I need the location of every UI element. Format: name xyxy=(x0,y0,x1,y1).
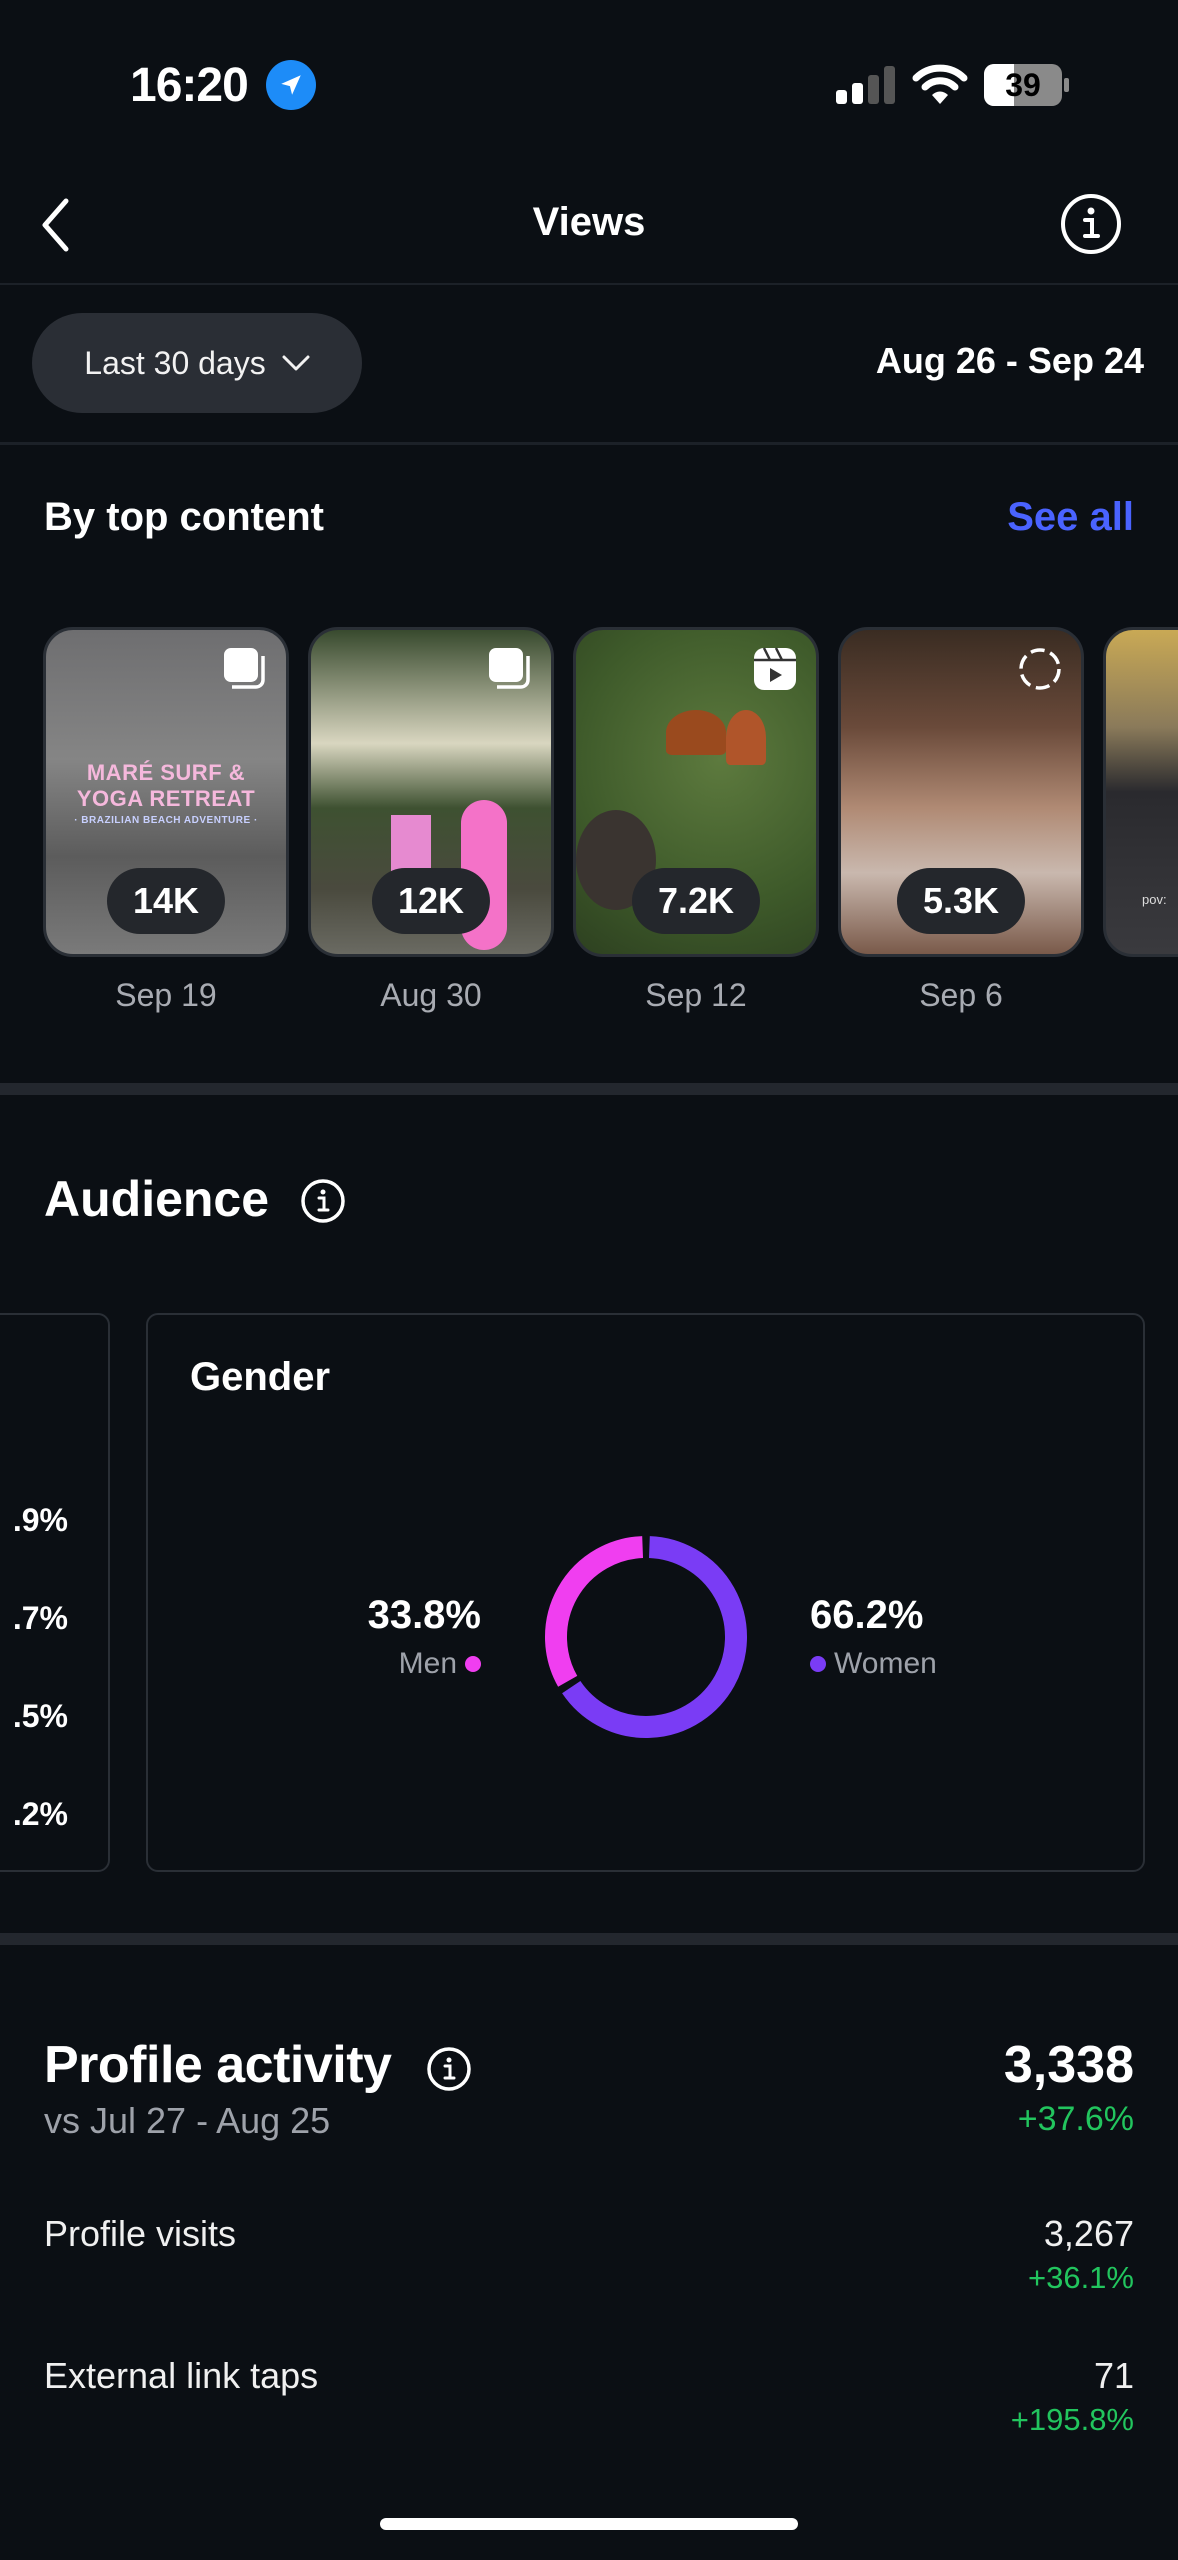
metric-value: 3,267 xyxy=(1043,2213,1134,2254)
views-badge: 12K xyxy=(371,868,491,934)
date-range: Aug 26 - Sep 24 xyxy=(875,340,1144,381)
metric-label: External link taps xyxy=(44,2355,319,2396)
location-arrow-icon xyxy=(266,60,316,110)
thumbnail-caption: MARÉ SURF & xyxy=(86,760,246,785)
date-filter-label: Last 30 days xyxy=(84,344,266,381)
men-label: Men xyxy=(398,1647,457,1680)
towel-shape xyxy=(391,815,431,875)
content-date: Sep 19 xyxy=(115,977,217,1013)
metric-change: +36.1% xyxy=(1027,2260,1134,2295)
date-filter-dropdown[interactable]: Last 30 days xyxy=(32,313,362,413)
story-dashed-circle-icon xyxy=(1019,648,1061,690)
metric-label: Profile visits xyxy=(44,2213,237,2254)
cellular-signal-icon xyxy=(834,66,896,104)
carousel-icon xyxy=(489,648,530,689)
chevron-down-icon xyxy=(282,355,310,371)
thumbnail-overlay-text: pov: xyxy=(1142,892,1167,907)
profile-activity-total: 3,338 xyxy=(1003,2036,1134,2094)
content-date: Sep 12 xyxy=(645,977,747,1013)
content-thumbnail[interactable]: 12K xyxy=(308,627,554,957)
image-detail xyxy=(666,710,726,755)
age-percentage: .2% xyxy=(12,1796,68,1832)
chevron-left-icon xyxy=(42,198,69,252)
info-icon[interactable] xyxy=(426,2046,472,2092)
gender-title: Gender xyxy=(190,1355,331,1399)
metric-change: +195.8% xyxy=(1010,2402,1134,2437)
content-thumbnail[interactable]: pov: xyxy=(1103,627,1178,957)
info-icon xyxy=(1061,194,1121,254)
profile-activity-title: Profile activity xyxy=(44,2036,392,2094)
info-icon[interactable] xyxy=(300,1178,346,1224)
wifi-icon xyxy=(912,64,968,106)
gender-donut-chart xyxy=(545,1536,747,1738)
views-badge: 14K xyxy=(106,868,226,934)
section-divider xyxy=(0,1083,1178,1095)
women-legend: Women xyxy=(810,1647,937,1681)
see-all-link[interactable]: See all xyxy=(1007,495,1134,539)
info-button[interactable] xyxy=(1060,193,1122,255)
women-percentage: 66.2% xyxy=(810,1593,924,1637)
men-dot xyxy=(465,1656,481,1672)
home-indicator[interactable] xyxy=(380,2518,798,2530)
thumbnail-caption: · BRAZILIAN BEACH ADVENTURE · xyxy=(74,815,258,826)
image-detail xyxy=(726,710,766,765)
age-percentage: .9% xyxy=(12,1502,68,1538)
divider xyxy=(0,283,1178,285)
views-badge: 5.3K xyxy=(896,868,1026,934)
back-button[interactable] xyxy=(30,195,80,255)
content-date: Sep 6 xyxy=(919,977,1003,1013)
content-thumbnail[interactable]: MARÉ SURF & YOGA RETREAT · BRAZILIAN BEA… xyxy=(43,627,289,957)
donut-slice-women xyxy=(562,1536,747,1738)
thumbnail-caption: YOGA RETREAT xyxy=(76,786,256,811)
top-content-carousel[interactable]: MARÉ SURF & YOGA RETREAT · BRAZILIAN BEA… xyxy=(0,627,1178,1027)
content-date: Aug 30 xyxy=(380,977,482,1013)
metric-value: 71 xyxy=(1093,2355,1134,2396)
reel-icon xyxy=(754,647,796,690)
top-content-title: By top content xyxy=(44,495,324,539)
page-title: Views xyxy=(532,200,646,244)
women-dot xyxy=(810,1656,826,1672)
content-thumbnail[interactable]: 5.3K xyxy=(838,627,1084,957)
status-time: 16:20 xyxy=(130,59,249,112)
views-badge: 7.2K xyxy=(631,868,761,934)
women-label: Women xyxy=(834,1647,937,1680)
men-percentage: 33.8% xyxy=(367,1593,481,1637)
battery-level: 39 xyxy=(1005,66,1041,103)
donut-slice-men xyxy=(545,1536,644,1687)
audience-title: Audience xyxy=(44,1171,270,1227)
profile-activity-change: +37.6% xyxy=(1017,2100,1134,2138)
carousel-icon xyxy=(224,648,265,689)
content-thumbnail[interactable]: 7.2K xyxy=(573,627,819,957)
gender-card[interactable]: Gender 33.8% Men 66.2% Women xyxy=(146,1313,1145,1872)
audience-age-card[interactable]: .9% .7% .5% .2% xyxy=(0,1313,110,1872)
comparison-period: vs Jul 27 - Aug 25 xyxy=(44,2100,331,2141)
section-divider xyxy=(0,1933,1178,1945)
age-percentage: .5% xyxy=(12,1698,68,1734)
age-percentage: .7% xyxy=(12,1600,68,1636)
battery-icon: 39 xyxy=(984,64,1070,106)
divider xyxy=(0,442,1178,445)
men-legend: Men xyxy=(399,1647,481,1681)
